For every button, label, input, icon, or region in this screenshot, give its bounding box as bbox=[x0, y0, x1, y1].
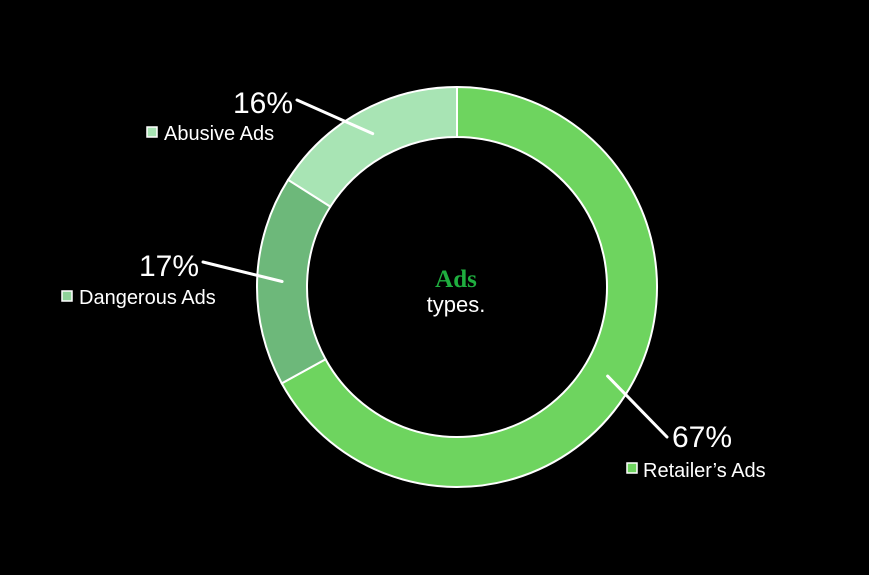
center-subtitle: types. bbox=[427, 292, 486, 317]
slices-layer bbox=[256, 85, 658, 488]
legend-label: Abusive Ads bbox=[164, 123, 274, 145]
slice-abusive-ads bbox=[286, 85, 458, 209]
callouts-layer: 67% Retailer’s Ads 17% Dangerous Ads 16% Abus… bbox=[61, 87, 766, 482]
center-label: Ads types. bbox=[427, 266, 486, 317]
legend-swatch bbox=[626, 462, 638, 474]
legend-swatch bbox=[61, 290, 73, 302]
slice-retailer-s-ads bbox=[280, 85, 658, 488]
slice-percent-label: 17% bbox=[139, 250, 199, 283]
legend-swatch bbox=[146, 126, 158, 138]
leader-line bbox=[201, 260, 284, 284]
slice-percent-label: 16% bbox=[233, 87, 293, 120]
center-title: Ads bbox=[435, 266, 477, 293]
slice-percent-label: 67% bbox=[672, 421, 732, 454]
leader-line bbox=[295, 98, 375, 136]
legend-label: Dangerous Ads bbox=[79, 287, 216, 309]
leader-line bbox=[606, 374, 669, 439]
legend-label: Retailer’s Ads bbox=[643, 460, 766, 482]
